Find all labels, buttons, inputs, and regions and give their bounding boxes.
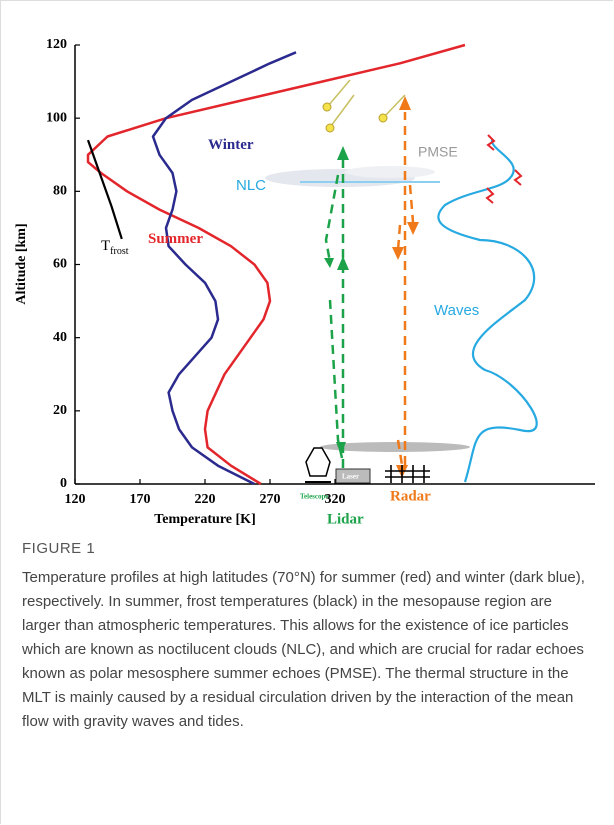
figure-label: FIGURE 1: [22, 540, 95, 557]
chart: Altitude [km] Temperature [K] NLC PMSE W…: [0, 0, 614, 530]
x-axis-label: Temperature [K]: [154, 512, 255, 527]
telescope: [306, 448, 330, 476]
pmse-label: PMSE: [418, 144, 458, 160]
figure-caption: Temperature profiles at high latitudes (…: [22, 566, 594, 734]
y-axis-label: Altitude [km]: [14, 223, 29, 304]
series-name: T: [101, 238, 110, 254]
nlc-label: NLC: [236, 177, 266, 194]
radar-label: Radar: [390, 488, 431, 504]
y-tick-label: 80: [53, 184, 67, 199]
series-label: Summer: [148, 231, 203, 247]
series-label: Winter: [208, 137, 254, 153]
y-tick-label: 120: [46, 37, 67, 52]
y-tick-label: 40: [53, 330, 67, 345]
radar-antenna: [385, 465, 430, 483]
x-tick-label: 270: [260, 492, 281, 507]
lidar-beams: [326, 160, 343, 468]
y-tick-label: 100: [46, 110, 67, 125]
y-tick-label: 60: [53, 257, 67, 272]
x-tick-label: 170: [130, 492, 151, 507]
radar-beams: [398, 112, 413, 465]
series-name-subscript: frost: [110, 246, 129, 257]
decorations: [265, 80, 537, 483]
series-name: Winter: [208, 137, 254, 153]
series-label: Tfrost: [101, 238, 129, 257]
pmse-cloud: [345, 166, 435, 178]
wave-breaking: [487, 135, 521, 203]
series-name: Summer: [148, 231, 203, 247]
x-tick-label: 220: [195, 492, 216, 507]
profile-line: [88, 45, 465, 484]
x-tick-label: 320: [325, 492, 346, 507]
meteors: [328, 80, 405, 126]
profile-line: [88, 140, 122, 239]
waves-label: Waves: [434, 302, 479, 319]
radar-arrowheads: [392, 96, 419, 478]
y-tick-label: 20: [53, 403, 67, 418]
y-tick-label: 0: [60, 476, 67, 491]
laser-label: Laser: [342, 473, 359, 481]
x-tick-label: 120: [65, 492, 86, 507]
lidar-label: Lidar: [327, 511, 364, 527]
meteor-stars: [323, 103, 387, 132]
page: Altitude [km] Temperature [K] NLC PMSE W…: [0, 0, 614, 825]
